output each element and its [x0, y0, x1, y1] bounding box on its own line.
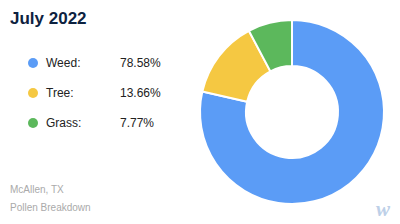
chart-svg: July 2022 Weed: 78.58% Tree: 13.66% Grass: 7.7…	[0, 0, 400, 224]
legend-label: Grass:	[46, 116, 81, 130]
legend-label: Weed:	[46, 56, 80, 70]
slice	[249, 20, 292, 71]
slice	[200, 20, 384, 204]
legend-label: Tree:	[46, 86, 74, 100]
legend: Weed: 78.58% Tree: 13.66% Grass: 7.77%	[28, 56, 161, 130]
subtitle: Pollen Breakdown	[10, 202, 91, 213]
donut	[200, 20, 384, 204]
legend-swatch	[28, 58, 38, 68]
subtitle: McAllen, TX	[10, 184, 64, 195]
legend-swatch	[28, 118, 38, 128]
background	[0, 0, 400, 224]
watermark: w	[376, 197, 391, 221]
legend-swatch	[28, 88, 38, 98]
title: July 2022	[10, 9, 87, 28]
legend-value: 7.77%	[120, 116, 154, 130]
legend-value: 13.66%	[120, 86, 161, 100]
chart-container: July 2022 Weed: 78.58% Tree: 13.66% Grass: 7.7…	[0, 0, 400, 224]
legend-value: 78.58%	[120, 56, 161, 70]
